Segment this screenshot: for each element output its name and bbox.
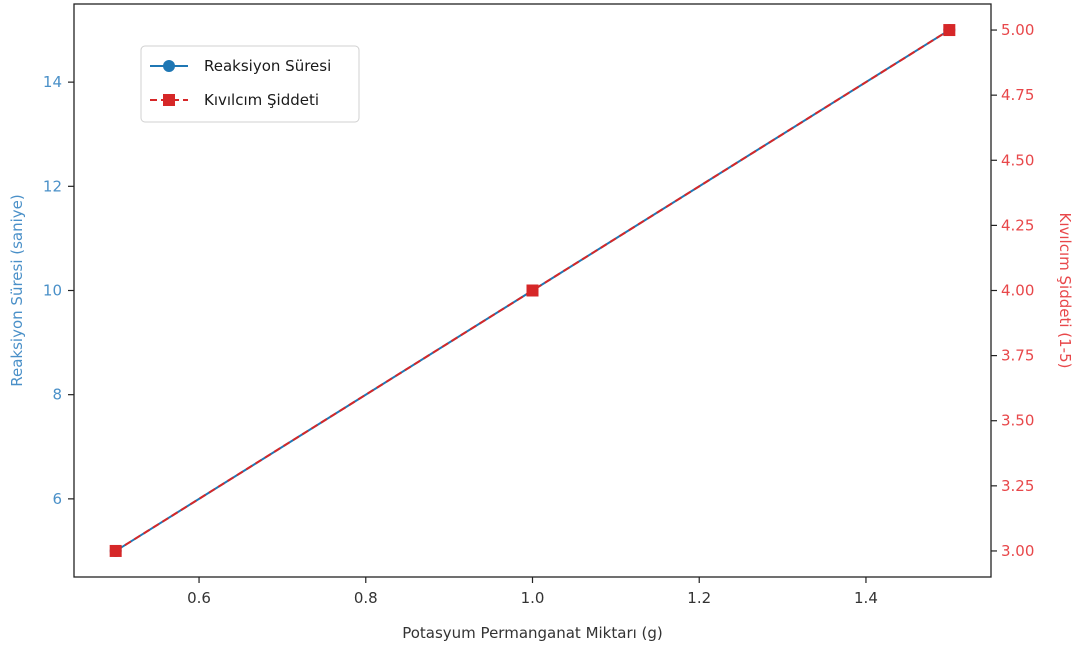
y-left-tick-label: 6 bbox=[52, 490, 62, 508]
y-right-tick-label: 4.50 bbox=[1001, 151, 1034, 169]
y-right-tick-label: 4.75 bbox=[1001, 86, 1034, 104]
legend-box bbox=[140, 45, 360, 123]
y-right-tick-label: 4.00 bbox=[1001, 282, 1034, 300]
y-left-axis-label: Reaksiyon Süresi (saniye) bbox=[8, 194, 26, 387]
x-tick-label: 1.0 bbox=[521, 589, 545, 607]
y-left-tick-label: 10 bbox=[43, 282, 62, 300]
series-point-1 bbox=[943, 24, 956, 37]
legend-label-0: Reaksiyon Süresi bbox=[204, 57, 331, 75]
x-axis-label: Potasyum Permanganat Miktarı (g) bbox=[402, 624, 663, 642]
x-tick-label: 0.6 bbox=[187, 589, 211, 607]
y-left-tick-label: 8 bbox=[52, 386, 62, 404]
series-point-1 bbox=[109, 544, 122, 557]
legend: Reaksiyon Süresi Kıvılcım Şiddeti bbox=[140, 45, 360, 123]
y-right-tick-label: 3.50 bbox=[1001, 412, 1034, 430]
y-left-tick-label: 12 bbox=[43, 177, 62, 195]
x-tick-label: 1.4 bbox=[854, 589, 878, 607]
legend-marker-1 bbox=[163, 94, 175, 106]
x-axis-ticks: 0.6 0.8 1.0 1.2 1.4 bbox=[187, 577, 878, 607]
y-right-tick-label: 4.25 bbox=[1001, 216, 1034, 234]
y-left-tick-label: 14 bbox=[43, 73, 62, 91]
series-point-1 bbox=[526, 284, 539, 297]
y-right-axis-label: Kıvılcım Şiddeti (1-5) bbox=[1056, 213, 1073, 369]
legend-label-1: Kıvılcım Şiddeti bbox=[204, 91, 319, 109]
y-right-axis-ticks: 3.00 3.25 3.50 3.75 4.00 4.25 4.50 4.75 5.00 bbox=[991, 21, 1034, 560]
y-left-axis-ticks: 6 8 10 12 14 bbox=[43, 73, 74, 508]
series-layer bbox=[109, 24, 956, 557]
x-tick-label: 0.8 bbox=[354, 589, 378, 607]
y-right-tick-label: 3.25 bbox=[1001, 477, 1034, 495]
y-right-tick-label: 3.00 bbox=[1001, 542, 1034, 560]
y-right-tick-label: 5.00 bbox=[1001, 21, 1034, 39]
y-right-tick-label: 3.75 bbox=[1001, 347, 1034, 365]
legend-marker-0 bbox=[163, 60, 175, 72]
series-line-1 bbox=[115, 29, 950, 552]
x-tick-label: 1.2 bbox=[687, 589, 711, 607]
